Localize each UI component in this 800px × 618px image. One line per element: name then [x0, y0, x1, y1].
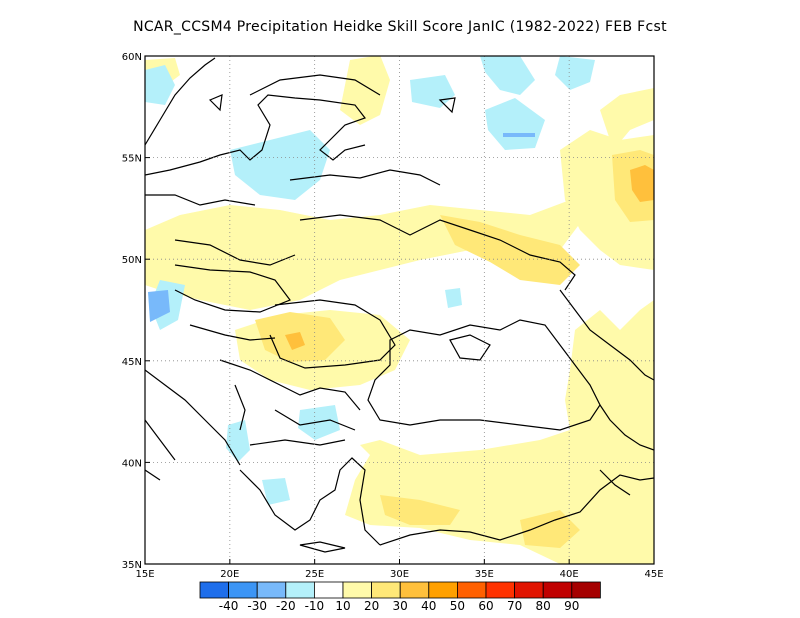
colorbar-label: 30	[393, 599, 408, 613]
country-border	[599, 404, 654, 496]
lon-tick-label: 25E	[305, 569, 324, 580]
field-patch	[485, 98, 545, 150]
aegean-coast	[239, 457, 381, 546]
colorbar-swatch	[542, 581, 573, 599]
field-patch	[503, 133, 535, 137]
lon-tick-label: 20E	[220, 569, 239, 580]
field-patch	[520, 510, 580, 548]
country-border	[269, 299, 396, 369]
field-patch	[630, 165, 654, 202]
country-border	[559, 289, 654, 381]
adriatic-coast	[145, 369, 241, 481]
colorbar-label: 80	[536, 599, 551, 613]
black-sea-coast	[367, 319, 601, 431]
field-patch	[445, 288, 462, 308]
colorbar-swatch	[285, 581, 315, 599]
field-patch	[145, 88, 654, 564]
field-patch	[340, 56, 390, 125]
lat-tick-label: 35N	[122, 560, 142, 571]
country-border	[289, 169, 576, 291]
colorbar: -40 -30 -20 -10 10 20 30 40 50 60 70 80 90	[199, 581, 601, 613]
colorbar-label: -10	[305, 599, 325, 613]
lon-tick-label: 45E	[644, 569, 663, 580]
crimea-coast	[449, 334, 491, 361]
gulf-coast	[249, 74, 381, 96]
lat-tick-label: 40N	[122, 458, 142, 469]
field-patch	[230, 130, 330, 200]
field-patch	[262, 478, 290, 505]
colorbar-label: 90	[564, 599, 579, 613]
skill-score-field	[145, 56, 654, 564]
field-patch	[380, 495, 460, 525]
colorbar-swatch	[399, 581, 430, 599]
lon-tick-label: 15E	[135, 569, 154, 580]
lat-tick-label: 60N	[122, 52, 142, 63]
colorbar-swatch	[342, 581, 373, 599]
country-border	[145, 194, 296, 266]
crete-coast	[299, 541, 346, 553]
map-axes: 15E 20E 25E 30E 35E 40E 45E 35N 40N 45N 50N 55N 60N	[122, 52, 664, 580]
lon-tick-label: 35E	[475, 569, 494, 580]
country-border	[174, 264, 291, 341]
field-patch	[480, 56, 535, 95]
colorbar-label: 20	[364, 599, 379, 613]
baltic-coast	[145, 57, 366, 176]
colorbar-swatch	[485, 581, 516, 599]
field-patch	[285, 332, 305, 350]
colorbar-swatch	[514, 581, 544, 599]
turkey-coast	[379, 474, 654, 546]
colorbar-label: 70	[507, 599, 522, 613]
chart-title: NCAR_CCSM4 Precipitation Heidke Skill Sc…	[133, 19, 667, 35]
country-border	[219, 359, 361, 446]
colorbar-label: -40	[219, 599, 239, 613]
colorbar-label: -30	[247, 599, 267, 613]
field-patch	[148, 290, 170, 322]
colorbar-label: 60	[478, 599, 493, 613]
colorbar-swatch	[571, 581, 601, 599]
lat-tick-label: 45N	[122, 357, 142, 368]
lake	[208, 94, 456, 114]
colorbar-swatch	[228, 581, 258, 599]
colorbar-label: 10	[335, 599, 350, 613]
lat-tick-label: 50N	[122, 255, 142, 266]
coastlines-and-borders	[145, 57, 654, 553]
field-patch	[410, 75, 455, 108]
colorbar-swatch	[199, 581, 230, 599]
colorbar-label: -20	[276, 599, 296, 613]
graticule	[145, 56, 654, 564]
colorbar-swatch	[456, 581, 487, 599]
colorbar-swatch	[256, 581, 287, 599]
colorbar-swatch	[371, 581, 401, 599]
colorbar-swatch	[313, 581, 344, 599]
colorbar-label: 50	[450, 599, 465, 613]
field-patch	[145, 65, 175, 105]
lon-tick-label: 30E	[390, 569, 409, 580]
field-patch	[440, 215, 580, 285]
field-patch	[298, 405, 340, 440]
lon-tick-label: 40E	[560, 569, 579, 580]
colorbar-label: 40	[421, 599, 436, 613]
colorbar-swatch	[428, 581, 458, 599]
field-patch	[555, 56, 595, 90]
lat-tick-label: 55N	[122, 154, 142, 165]
